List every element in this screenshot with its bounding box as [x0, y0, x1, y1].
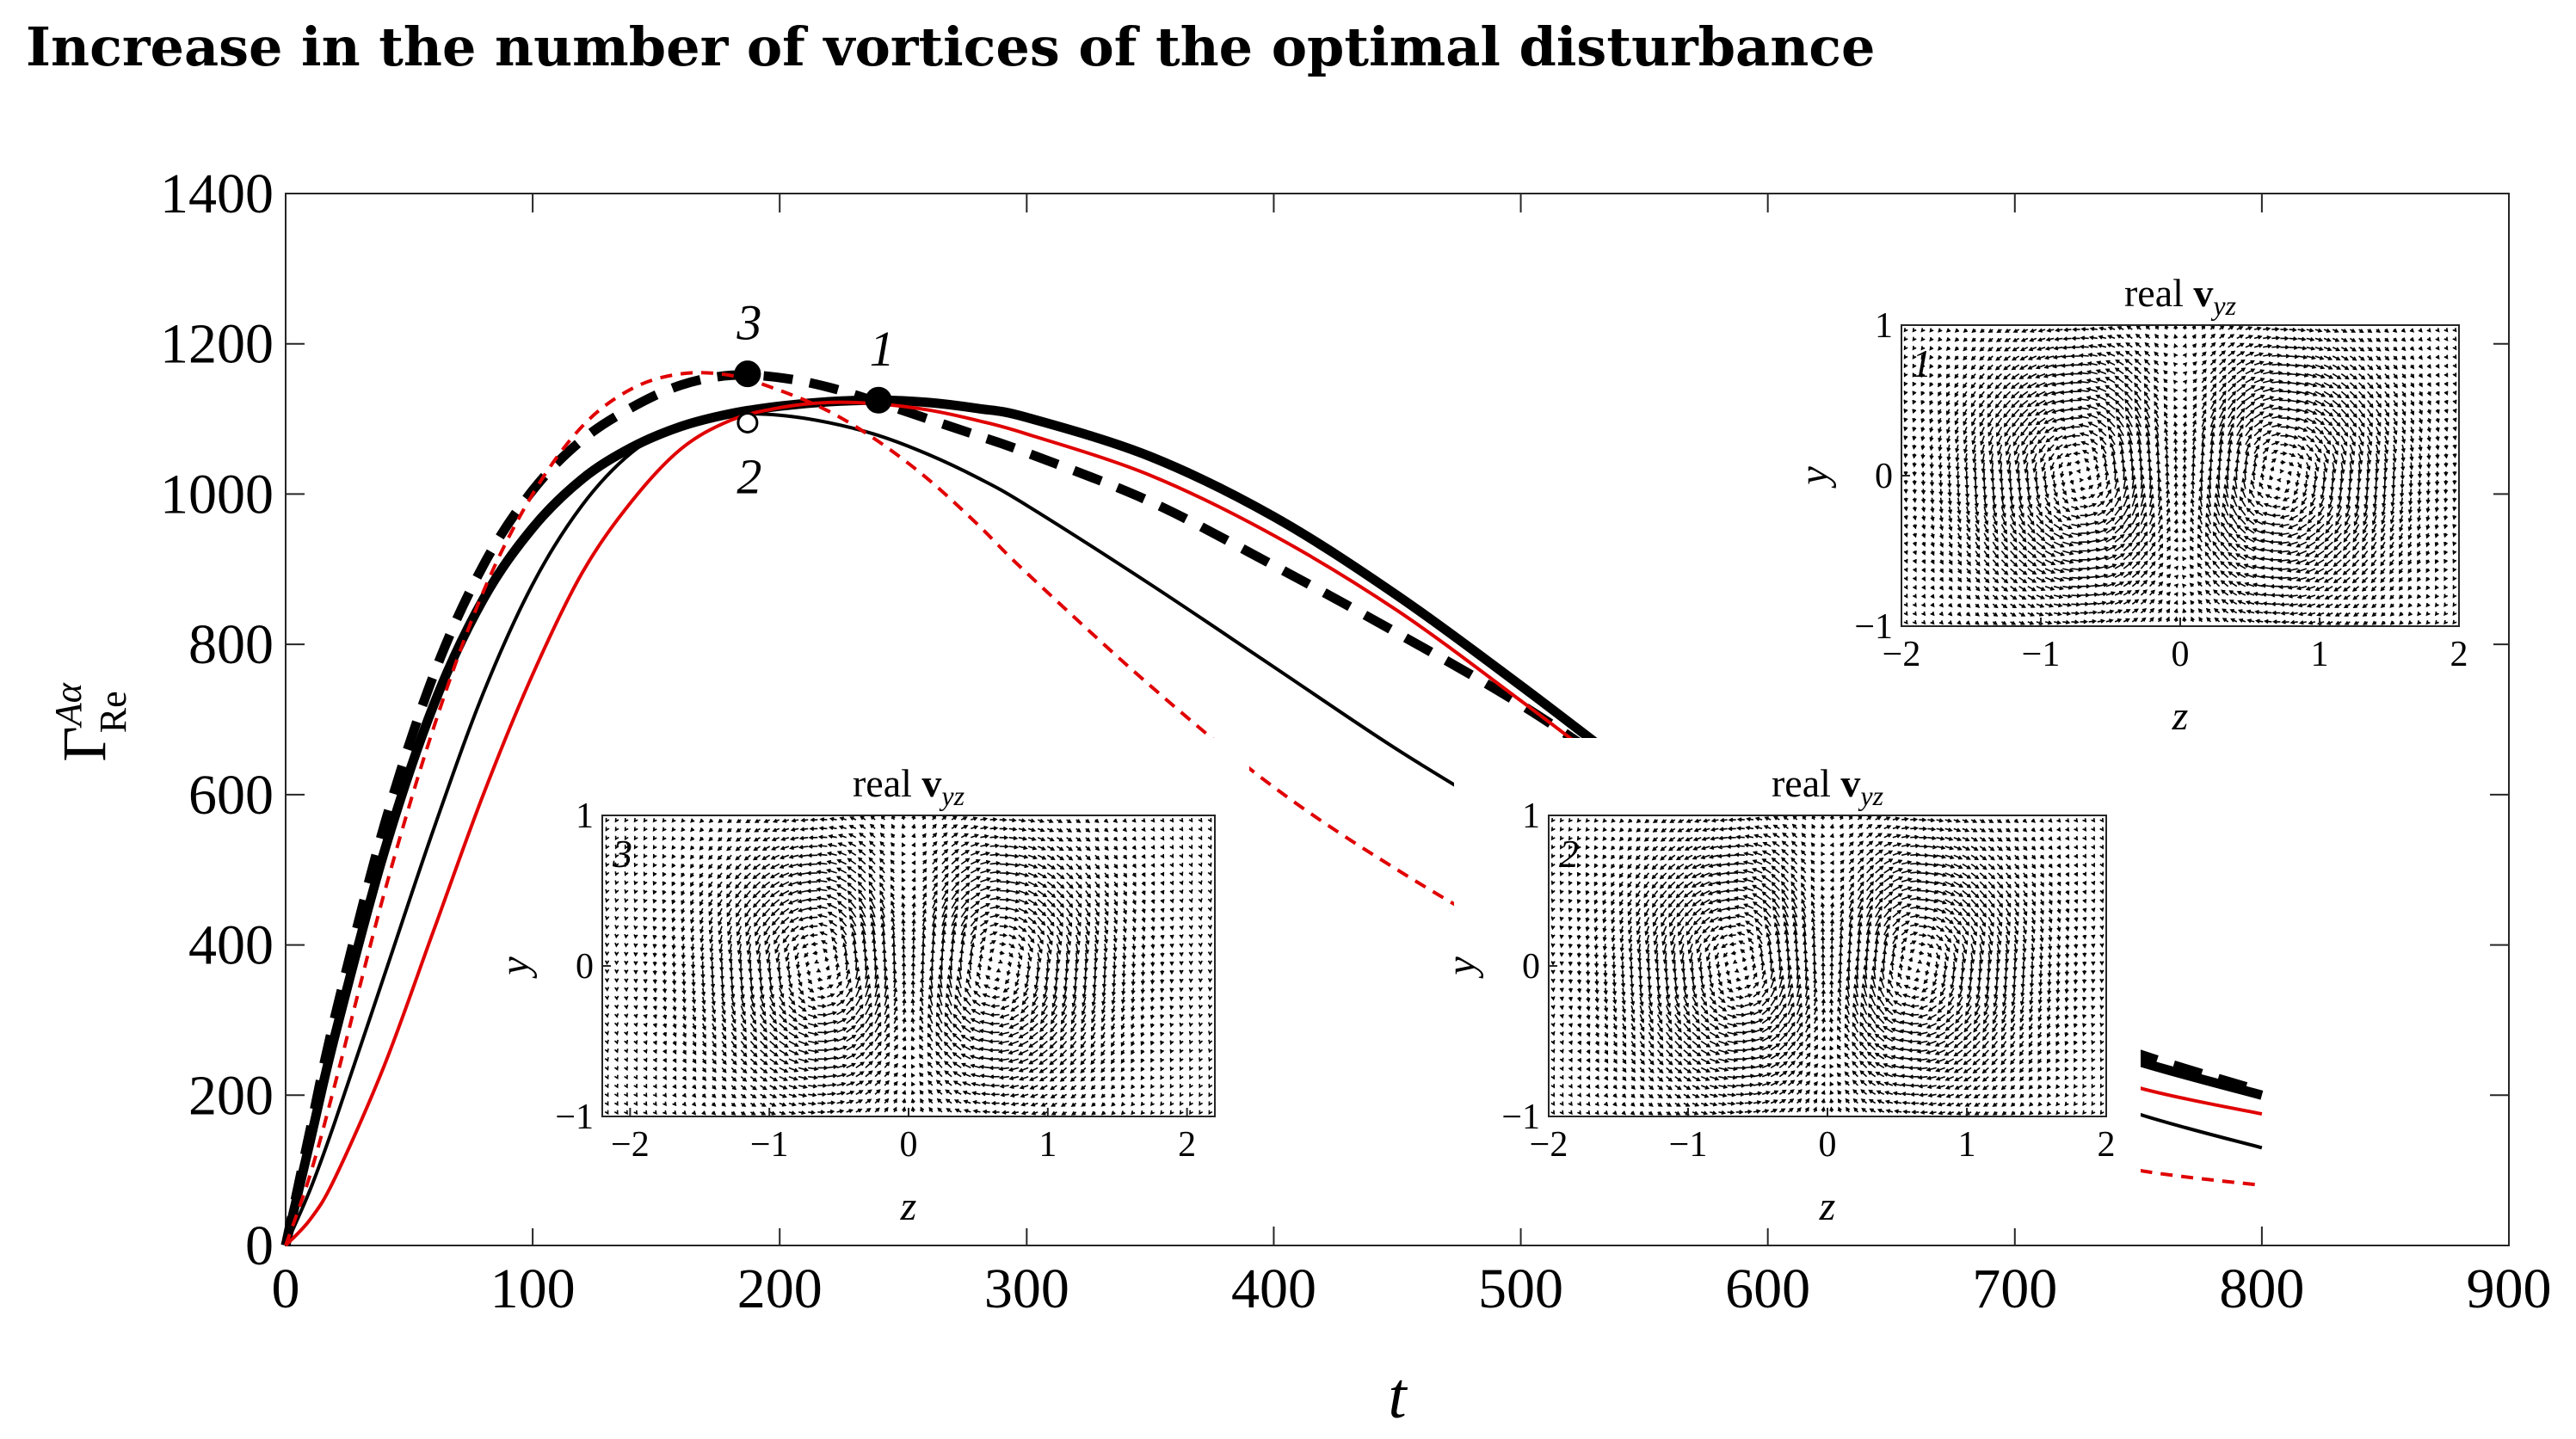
y-tick-label: 400 — [188, 914, 274, 977]
quiver-field — [1903, 325, 2457, 625]
inset-title-main: real — [1772, 761, 1840, 805]
inset-x-tick-label: −1 — [2022, 635, 2061, 674]
marker-2 — [736, 411, 759, 434]
y-axis-label-sup: Aα — [47, 682, 89, 729]
inset-y-tick-label: −1 — [555, 1098, 594, 1137]
inset-title: real vyz — [2124, 271, 2237, 321]
inset-title-vector: v — [1840, 761, 1860, 805]
inset-x-tick-label: 0 — [1819, 1125, 1837, 1165]
quiver-arrows — [1550, 815, 2105, 1116]
y-axis-label-sub: Re — [92, 691, 134, 733]
quiver-field — [1550, 815, 2105, 1116]
inset-title-vector: v — [921, 761, 941, 805]
inset-y-tick-label: 1 — [1522, 796, 1540, 836]
inset-y-tick-label: 0 — [1875, 457, 1893, 496]
quiver-arrows — [1903, 325, 2457, 625]
x-tick-label: 100 — [490, 1258, 576, 1320]
inset-title-main: real — [2124, 271, 2193, 315]
inset-title-sub: yz — [2210, 290, 2236, 321]
marker-layer: 1 2 3 — [734, 295, 895, 504]
x-tick-label: 200 — [737, 1258, 823, 1320]
inset-x-tick-label: 1 — [1038, 1125, 1057, 1165]
inset-y-tick-label: −1 — [1854, 607, 1893, 647]
axis-labels: t ΓAαRe — [47, 682, 1408, 1432]
quiver-field — [604, 815, 1213, 1116]
inset-x-tick-label: −1 — [1669, 1125, 1708, 1165]
inset-title-main: real — [853, 761, 921, 805]
inset-title-sub: yz — [939, 780, 964, 811]
marker-1 — [865, 386, 892, 414]
marker-label-3: 3 — [736, 295, 761, 351]
inset-x-tick-label: −2 — [1883, 635, 1921, 674]
inset-title: real vyz — [1772, 761, 1884, 811]
inset-x-tick-label: 1 — [1958, 1125, 1976, 1165]
inset-x-label: z — [1819, 1184, 1836, 1229]
inset-tag: 2 — [1559, 832, 1579, 876]
inset-x-tick-label: −2 — [1530, 1125, 1568, 1165]
quiver-arrows — [604, 815, 1213, 1116]
y-tick-label: 1200 — [160, 313, 274, 376]
y-tick-label: 1000 — [160, 463, 274, 526]
x-tick-label: 900 — [2467, 1258, 2552, 1320]
inset-tag: 3 — [612, 832, 632, 876]
x-tick-label: 400 — [1231, 1258, 1316, 1320]
inset-x-tick-label: 1 — [2311, 635, 2329, 674]
page-title: Increase in the number of vortices of th… — [26, 15, 1876, 78]
inset-x-tick-label: 0 — [900, 1125, 918, 1165]
y-axis-label: ΓAαRe — [47, 682, 134, 762]
inset-tag: 1 — [1912, 341, 1932, 385]
inset-y-tick-label: 0 — [1522, 947, 1540, 987]
inset-title-vector: v — [2193, 271, 2213, 315]
x-tick-label: 500 — [1478, 1258, 1563, 1320]
y-tick-label: 200 — [188, 1064, 274, 1127]
inset-y-tick-label: −1 — [1501, 1098, 1540, 1137]
x-tick-label: 600 — [1725, 1258, 1810, 1320]
inset-y-tick-label: 1 — [1875, 306, 1893, 346]
inset-x-tick-label: 2 — [1178, 1125, 1196, 1165]
inset-3: −2 −1 0 1 2 −1 0 1 z y real vyz 3 — [492, 738, 1249, 1229]
inset-x-label: z — [900, 1184, 917, 1229]
x-axis-label: t — [1388, 1360, 1408, 1432]
inset-y-label: y — [1791, 466, 1837, 489]
marker-label-2: 2 — [736, 448, 761, 504]
inset-x-tick-label: −1 — [750, 1125, 789, 1165]
y-tick-label: 800 — [188, 613, 274, 676]
marker-3 — [734, 360, 761, 388]
inset-x-tick-label: 2 — [2450, 635, 2468, 674]
inset-title-sub: yz — [1858, 780, 1883, 811]
x-tick-label: 0 — [272, 1258, 300, 1320]
inset-x-tick-label: 2 — [2098, 1125, 2116, 1165]
inset-y-label: y — [1439, 956, 1484, 980]
x-tick-label: 800 — [2219, 1258, 2304, 1320]
axis-ticks: 0 100 200 300 400 500 600 700 800 900020040060080… — [160, 163, 2552, 1320]
y-axis-label-base: Γ — [50, 726, 119, 762]
marker-label-1: 1 — [870, 321, 895, 377]
y-tick-label: 1400 — [160, 163, 274, 225]
inset-y-tick-label: 0 — [576, 947, 594, 987]
x-tick-label: 300 — [984, 1258, 1069, 1320]
y-tick-label: 0 — [245, 1215, 274, 1277]
x-tick-label: 700 — [1972, 1258, 2057, 1320]
inset-x-tick-label: 0 — [2172, 635, 2190, 674]
y-tick-label: 600 — [188, 764, 274, 827]
inset-title: real vyz — [853, 761, 965, 811]
inset-y-tick-label: 1 — [576, 796, 594, 836]
inset-x-label: z — [2172, 693, 2189, 739]
inset-x-tick-label: −2 — [611, 1125, 650, 1165]
inset-y-label: y — [492, 956, 538, 980]
